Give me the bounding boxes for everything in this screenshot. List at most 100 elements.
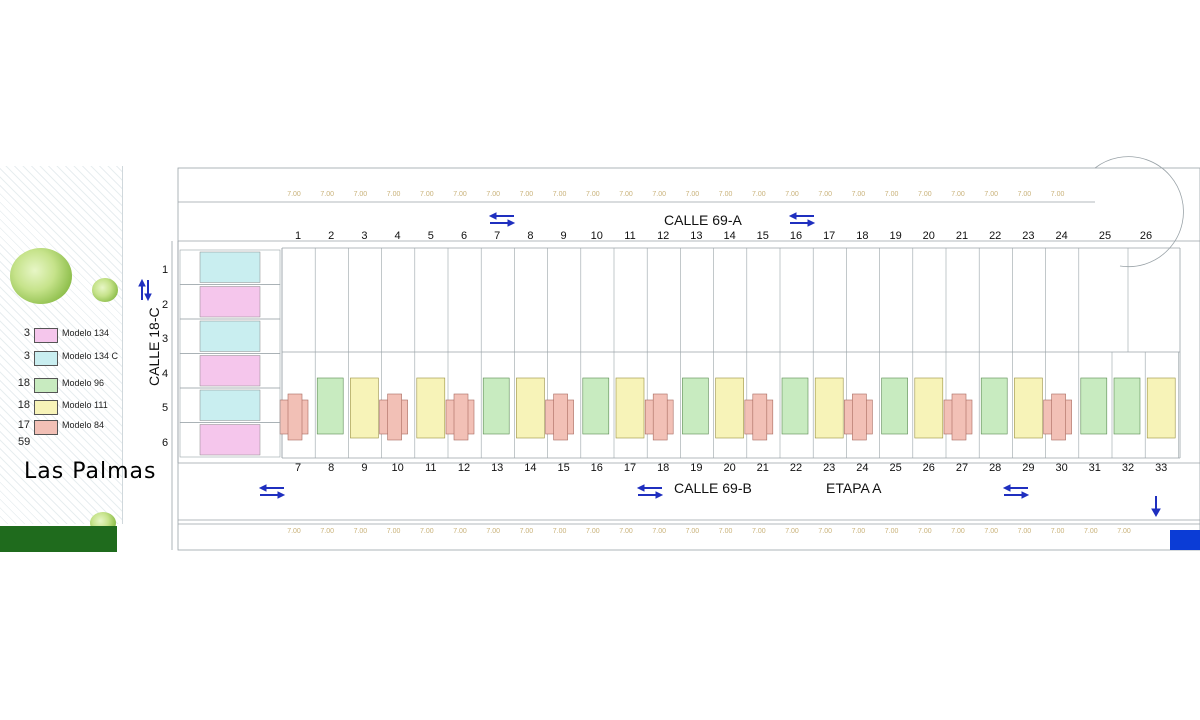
dimension-label: 7.00 (354, 191, 368, 198)
arrow-two-way-icon (1002, 484, 1030, 499)
lot-number-bottom: 27 (955, 462, 969, 474)
house-modelo-96 (980, 377, 1008, 435)
lot-number-top: 9 (560, 230, 567, 242)
dimension-label: 7.00 (553, 528, 567, 535)
legend-label: Modelo 96 (62, 378, 105, 388)
house-modelo-111 (615, 377, 645, 439)
house-modelo-111 (1014, 377, 1043, 439)
legend-panel: 3 Modelo 134 3 Modelo 134 C 18 Modelo 96 18 Mod… (0, 166, 123, 552)
lot-number-top: 4 (394, 230, 401, 242)
dimension-label: 7.00 (818, 528, 832, 535)
lot-number-bottom: 7 (294, 462, 302, 474)
dimension-label: 7.00 (287, 191, 301, 198)
legend-count: 3 (23, 327, 30, 339)
legend-swatch (34, 328, 58, 343)
lot-number-bottom: 22 (789, 462, 803, 474)
legend-label: Modelo 111 (62, 400, 108, 410)
house-modelo-84 (752, 393, 768, 441)
dimension-label: 7.00 (1018, 528, 1032, 535)
lot-number-bottom: 32 (1121, 462, 1135, 474)
dimension-label: 7.00 (520, 191, 534, 198)
arrow-down-icon (1151, 496, 1161, 518)
legend-label: Modelo 134 C (62, 351, 119, 361)
lot-number-top: 23 (1022, 230, 1035, 242)
dimension-label: 7.00 (420, 191, 434, 198)
dimension-label: 7.00 (652, 528, 666, 535)
lot-number-bottom: 28 (989, 462, 1002, 474)
legend-hatch-area (0, 166, 123, 524)
dimension-label: 7.00 (1117, 528, 1131, 535)
lot-number-bottom: 13 (491, 462, 504, 474)
dimension-label: 7.00 (486, 528, 500, 535)
lot-number-bottom: 31 (1088, 462, 1101, 474)
arrow-vertical-two-way-icon (138, 278, 152, 302)
tree-icon (10, 248, 72, 304)
lot-number-top: 13 (690, 230, 703, 242)
house-modelo-84 (1051, 393, 1066, 441)
dimension-label: 7.00 (818, 191, 832, 198)
lot-number-bottom: 16 (590, 462, 603, 474)
street-label-bottom: CALLE 69-B (674, 480, 752, 496)
dimension-label: 7.00 (1084, 528, 1098, 535)
lot-number-top: 11 (624, 230, 636, 242)
street-label-side: CALLE 18-C (146, 307, 162, 386)
house-modelo-84 (387, 393, 402, 441)
dimension-label: 7.00 (686, 191, 700, 198)
lot-number-bottom: 17 (623, 462, 637, 474)
brand-name: Las Palmas (24, 459, 157, 484)
dimension-label: 7.00 (287, 528, 301, 535)
house-modelo-134 (199, 286, 261, 318)
dimension-label: 7.00 (387, 191, 401, 198)
road-lines (171, 156, 1200, 551)
lot-number-bottom: 25 (889, 462, 902, 474)
lot-number-bottom: 23 (823, 462, 836, 474)
arrow-two-way-icon (258, 484, 286, 499)
lot-number-bottom: 20 (723, 462, 736, 474)
house-modelo-111 (350, 377, 379, 439)
legend-label: Modelo 134 (62, 328, 110, 338)
dimension-label: 7.00 (984, 528, 998, 535)
legend-swatch (34, 420, 58, 435)
house-modelo-96 (1113, 377, 1141, 435)
lot-number-top: 1 (294, 230, 302, 242)
lot-number-bottom: 33 (1155, 462, 1168, 474)
dimension-label: 7.00 (320, 191, 334, 198)
dimension-label: 7.00 (719, 191, 733, 198)
lot-number-top: 10 (590, 230, 603, 242)
dimension-label: 7.00 (918, 528, 932, 535)
house-modelo-84 (852, 393, 867, 441)
dimension-label: 7.00 (852, 528, 866, 535)
lot-number-side: 5 (162, 402, 169, 414)
house-modelo-84 (652, 393, 668, 441)
lot-number-top: 19 (889, 230, 902, 242)
house-modelo-111 (914, 377, 944, 439)
legend-count: 3 (23, 350, 30, 362)
dimension-label: 7.00 (852, 191, 866, 198)
dimension-label: 7.00 (752, 191, 766, 198)
lots-top-row (281, 248, 1129, 352)
legend-total: 59 (18, 436, 31, 448)
legend-swatch (34, 351, 58, 366)
lot-number-top: 26 (1139, 230, 1153, 242)
lot-number-bottom: 29 (1022, 462, 1035, 474)
arrow-two-way-icon (788, 212, 816, 227)
house-modelo-111 (814, 377, 844, 439)
legend-swatch (34, 378, 58, 393)
dimension-label: 7.00 (652, 191, 666, 198)
lot-number-bottom: 18 (657, 462, 670, 474)
lot-number-top: 24 (1055, 230, 1068, 242)
house-modelo-96 (316, 377, 344, 435)
lot-number-top: 21 (955, 230, 969, 242)
house-modelo-134 (199, 424, 261, 456)
lots-bottom-row (279, 352, 1179, 458)
dimension-label: 7.00 (354, 528, 368, 535)
lot-number-top: 18 (856, 230, 869, 242)
lot-number-side: 2 (162, 298, 169, 311)
lot-number-bottom: 26 (922, 462, 935, 474)
dimension-label: 7.00 (420, 528, 434, 535)
dimension-label: 7.00 (320, 528, 334, 535)
traffic-arrows (138, 212, 1161, 518)
dimension-label: 7.00 (752, 528, 766, 535)
dimension-label: 7.00 (586, 528, 600, 535)
lot-number-side: 4 (162, 367, 169, 380)
